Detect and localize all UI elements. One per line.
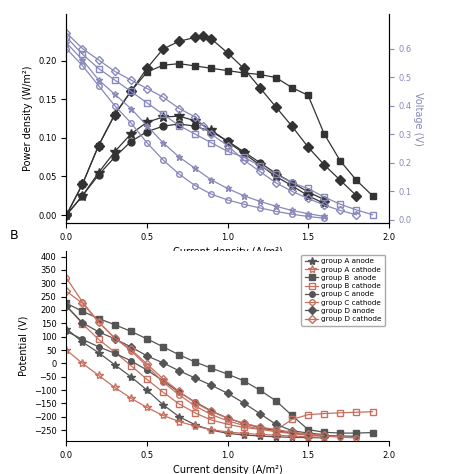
X-axis label: Current density (A/m²): Current density (A/m²): [173, 247, 283, 257]
Y-axis label: Voltage (V): Voltage (V): [413, 91, 423, 146]
Y-axis label: Power density (W/m²): Power density (W/m²): [23, 66, 33, 171]
Y-axis label: Potential (V): Potential (V): [18, 316, 28, 376]
Text: B: B: [9, 229, 18, 242]
X-axis label: Current density (A/m²): Current density (A/m²): [173, 465, 283, 474]
Legend: group A anode, group A cathode, group B  anode, group B cathode, group C anode, : group A anode, group A cathode, group B …: [301, 255, 385, 326]
